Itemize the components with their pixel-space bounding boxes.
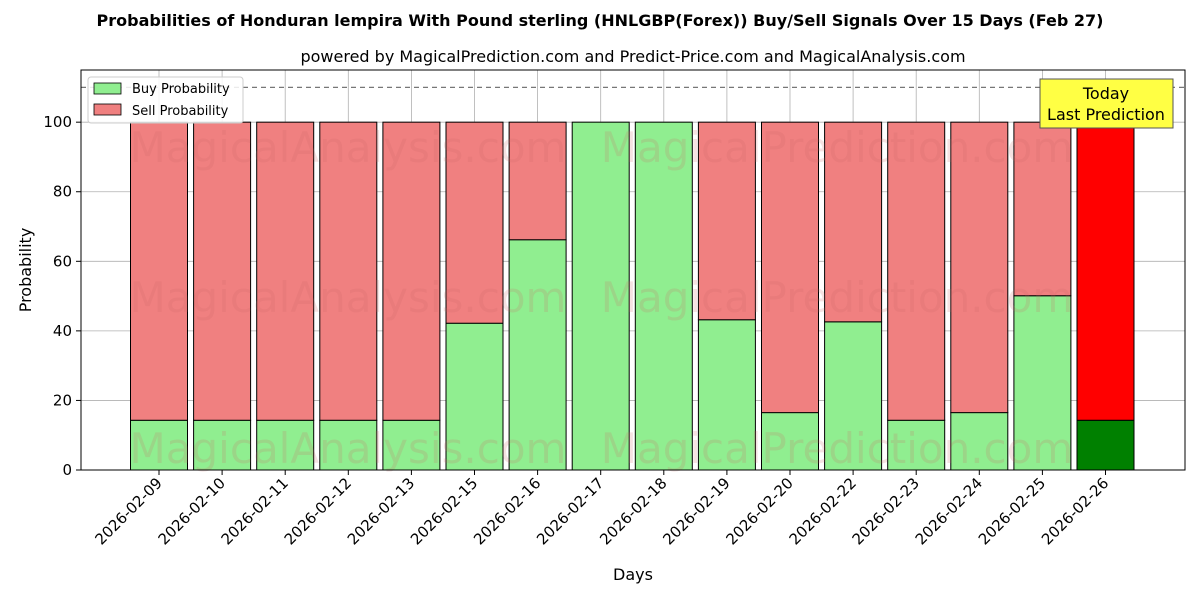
bar-sell bbox=[319, 121, 378, 421]
bar-sell bbox=[508, 121, 567, 241]
bar-sell bbox=[445, 121, 504, 324]
x-tick-label: 2026-02-22 bbox=[786, 474, 860, 548]
x-tick-label: 2026-02-09 bbox=[91, 474, 165, 548]
x-tick-label: 2026-02-16 bbox=[470, 474, 544, 548]
bar-buy bbox=[256, 419, 315, 471]
x-tick-label: 2026-02-19 bbox=[659, 474, 733, 548]
bar-sell bbox=[761, 121, 819, 414]
x-tick-label: 2026-02-10 bbox=[155, 474, 229, 548]
bar-buy bbox=[319, 419, 378, 471]
y-tick-label: 100 bbox=[43, 113, 72, 131]
x-tick-label: 2026-02-11 bbox=[218, 474, 292, 548]
bar-sell bbox=[130, 121, 188, 421]
chart-title: Probabilities of Honduran lempira With P… bbox=[97, 11, 1104, 30]
bar-buy bbox=[761, 412, 819, 471]
annotation-line-2: Last Prediction bbox=[1047, 105, 1165, 124]
legend-swatch-buy bbox=[93, 82, 122, 95]
plot-frame bbox=[80, 69, 1186, 471]
y-tick-label: 80 bbox=[53, 183, 72, 201]
bar-buy bbox=[950, 412, 1009, 471]
legend-label-buy: Buy Probability bbox=[132, 82, 230, 97]
x-tick-label: 2026-02-18 bbox=[596, 474, 670, 548]
bar-sell bbox=[1076, 121, 1135, 421]
bars bbox=[130, 121, 1135, 471]
bar-buy bbox=[571, 121, 630, 471]
watermark-text: MagicalAnalysis.com bbox=[130, 424, 567, 473]
legend-label-sell: Sell Probability bbox=[132, 104, 229, 119]
x-tick-label: 2026-02-17 bbox=[533, 474, 607, 548]
x-axis-label: Days bbox=[613, 565, 653, 584]
y-axis-label: Probability bbox=[16, 228, 35, 313]
annotation-box bbox=[1039, 78, 1174, 129]
bar-buy bbox=[382, 419, 441, 471]
watermarks: MagicalAnalysis.com MagicalPrediction.com… bbox=[130, 123, 1074, 473]
bar-sell bbox=[1013, 121, 1072, 297]
bar-buy bbox=[508, 239, 567, 471]
bar-sell bbox=[697, 121, 756, 321]
bar-buy bbox=[1013, 295, 1072, 471]
legend: Buy Probability Sell Probability bbox=[87, 76, 244, 124]
bar-sell bbox=[193, 121, 252, 421]
x-tick-label: 2026-02-13 bbox=[344, 474, 418, 548]
y-tick-label: 20 bbox=[53, 391, 72, 409]
bar-buy bbox=[697, 319, 756, 471]
bar-buy bbox=[1076, 419, 1135, 471]
today-annotation: Today Last Prediction bbox=[1039, 78, 1174, 129]
bar-buy bbox=[634, 121, 693, 471]
x-tick-label: 2026-02-26 bbox=[1038, 474, 1112, 548]
y-tick-label: 60 bbox=[53, 252, 72, 270]
watermark-text: MagicalAnalysis.com bbox=[130, 273, 567, 322]
x-tick-label: 2026-02-23 bbox=[849, 474, 923, 548]
x-tick-label: 2026-02-20 bbox=[722, 474, 796, 548]
watermark-text: MagicalPrediction.com bbox=[601, 123, 1074, 172]
bar-sell bbox=[382, 121, 441, 421]
bar-sell bbox=[950, 121, 1009, 414]
x-tick-label: 2026-02-24 bbox=[912, 474, 986, 548]
watermark-text: MagicalPrediction.com bbox=[601, 424, 1074, 473]
watermark-text: MagicalAnalysis.com bbox=[130, 123, 567, 172]
bar-buy bbox=[824, 321, 883, 471]
bar-sell bbox=[824, 121, 883, 323]
legend-box bbox=[87, 76, 244, 124]
bar-buy bbox=[445, 322, 504, 471]
watermark-text: MagicalPrediction.com bbox=[601, 273, 1074, 322]
y-tick-label: 0 bbox=[62, 461, 72, 479]
x-tick-label: 2026-02-15 bbox=[407, 474, 481, 548]
bar-sell bbox=[256, 121, 315, 421]
chart-subtitle: powered by MagicalPrediction.com and Pre… bbox=[300, 47, 965, 66]
bar-sell bbox=[887, 121, 946, 421]
x-tick-label: 2026-02-25 bbox=[975, 474, 1049, 548]
legend-swatch-sell bbox=[93, 103, 122, 116]
annotation-line-1: Today bbox=[1082, 84, 1129, 103]
bar-buy bbox=[887, 419, 946, 471]
y-tick-label: 40 bbox=[53, 322, 72, 340]
x-tick-label: 2026-02-12 bbox=[281, 474, 355, 548]
